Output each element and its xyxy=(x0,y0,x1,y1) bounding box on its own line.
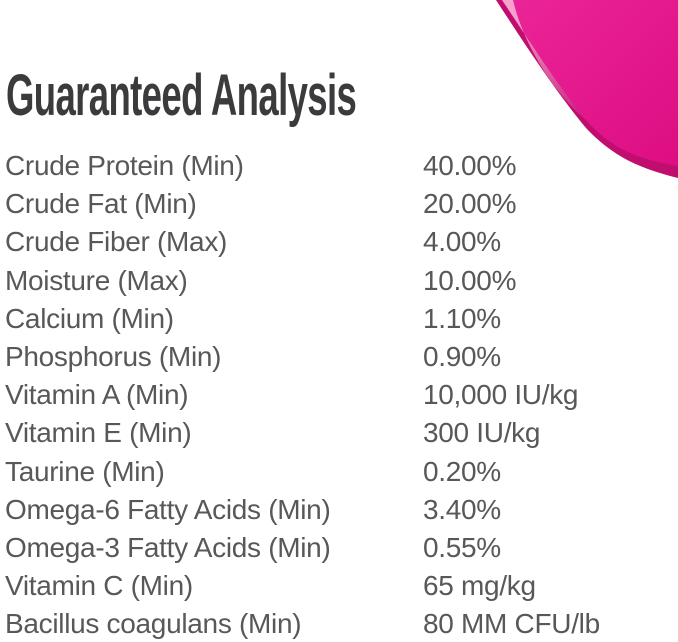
nutrient-label: Bacillus coagulans (Min) xyxy=(5,608,302,640)
nutrient-label: Moisture (Max) xyxy=(5,264,188,296)
nutrient-value: 10.00% xyxy=(423,264,517,296)
nutrient-value: 0.20% xyxy=(423,455,501,487)
analysis-row: Taurine (Min) 0.20% xyxy=(5,453,673,491)
analysis-row: Phosphorus (Min) 0.90% xyxy=(5,338,673,376)
nutrient-value: 10,000 IU/kg xyxy=(423,379,579,411)
nutrient-value: 300 IU/kg xyxy=(423,417,541,449)
nutrient-label: Crude Fat (Min) xyxy=(5,188,197,220)
nutrient-label: Phosphorus (Min) xyxy=(5,341,222,373)
analysis-row: Omega-3 Fatty Acids (Min) 0.55% xyxy=(5,529,673,567)
nutrient-label: Vitamin C (Min) xyxy=(5,570,193,602)
nutrient-value: 3.40% xyxy=(423,493,501,525)
analysis-row: Bacillus coagulans (Min) 80 MM CFU/lb xyxy=(5,605,673,642)
nutrient-value: 0.90% xyxy=(423,341,501,373)
swoosh-body xyxy=(502,0,678,166)
nutrient-label: Vitamin A (Min) xyxy=(5,379,189,411)
analysis-row: Crude Fiber (Max) 4.00% xyxy=(5,223,673,261)
nutrient-label: Crude Protein (Min) xyxy=(5,150,244,182)
analysis-table: Crude Protein (Min) 40.00% Crude Fat (Mi… xyxy=(5,147,673,642)
nutrient-value: 40.00% xyxy=(423,150,517,182)
page-title: Guaranteed Analysis xyxy=(6,63,357,128)
analysis-row: Omega-6 Fatty Acids (Min) 3.40% xyxy=(5,491,673,529)
nutrient-label: Vitamin E (Min) xyxy=(5,417,192,449)
nutrient-label: Omega-3 Fatty Acids (Min) xyxy=(5,531,331,563)
nutrient-label: Crude Fiber (Max) xyxy=(5,226,228,258)
analysis-row: Crude Fat (Min) 20.00% xyxy=(5,185,673,223)
nutrient-label: Taurine (Min) xyxy=(5,455,165,487)
analysis-row: Vitamin E (Min) 300 IU/kg xyxy=(5,414,673,452)
nutrient-label: Calcium (Min) xyxy=(5,302,174,334)
analysis-row: Moisture (Max) 10.00% xyxy=(5,262,673,300)
analysis-row: Vitamin C (Min) 65 mg/kg xyxy=(5,567,673,605)
nutrient-value: 1.10% xyxy=(423,302,501,334)
swoosh-highlight xyxy=(502,0,586,120)
nutrient-value: 80 MM CFU/lb xyxy=(423,608,600,640)
nutrient-label: Omega-6 Fatty Acids (Min) xyxy=(5,493,331,525)
nutrient-value: 65 mg/kg xyxy=(423,570,536,602)
analysis-row: Calcium (Min) 1.10% xyxy=(5,300,673,338)
analysis-row: Vitamin A (Min) 10,000 IU/kg xyxy=(5,376,673,414)
nutrient-value: 20.00% xyxy=(423,188,517,220)
nutrient-value: 4.00% xyxy=(423,226,501,258)
nutrient-value: 0.55% xyxy=(423,531,501,563)
analysis-row: Crude Protein (Min) 40.00% xyxy=(5,147,673,185)
